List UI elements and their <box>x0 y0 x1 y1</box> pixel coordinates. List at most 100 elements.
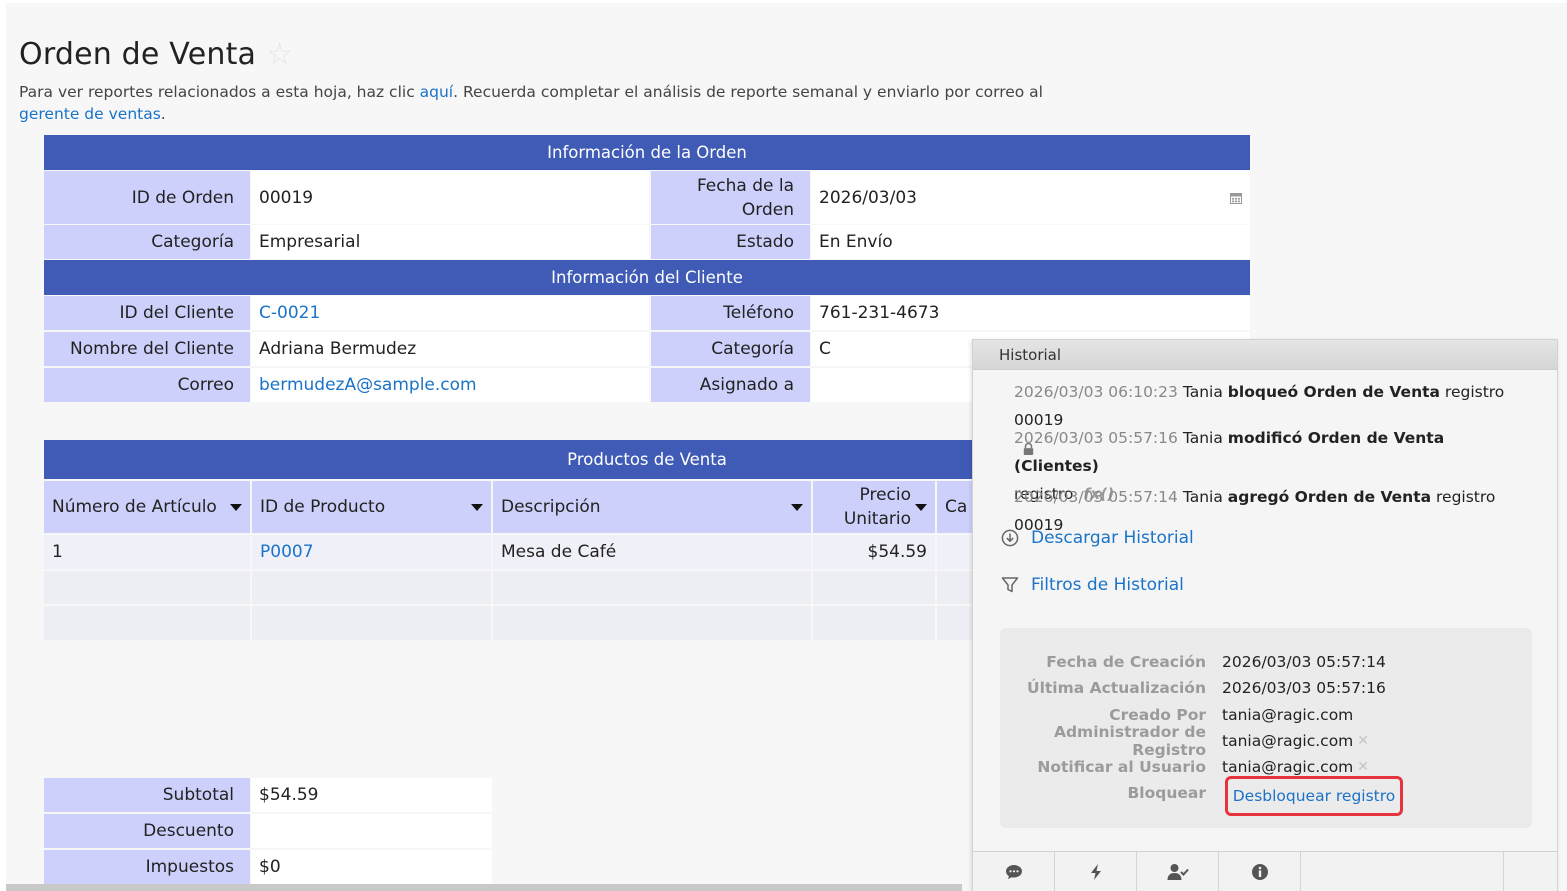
history-entry: 2026/03/03 05:57:16 Tania modificó Orden… <box>1014 424 1534 508</box>
info-button[interactable] <box>1219 852 1301 891</box>
sort-arrow-icon[interactable] <box>915 504 927 511</box>
column-item-number[interactable]: Número de Artículo <box>44 481 250 533</box>
email-link[interactable]: bermudezA@sample.com <box>251 368 649 402</box>
client-name-value[interactable]: Adriana Bermudez <box>251 332 649 366</box>
notify-user-value: tania@ragic.com <box>1222 758 1354 776</box>
history-filters-button[interactable]: Filtros de Historial <box>1001 575 1184 595</box>
column-description-label: Descripción <box>501 497 601 517</box>
order-id-label: ID de Orden <box>44 171 250 224</box>
empty-cell[interactable] <box>44 606 250 640</box>
meta-updated-row: Última Actualización 2026/03/03 05:57:16 <box>1000 675 1532 701</box>
history-detail: registro 00019 <box>1014 488 1496 534</box>
meta-admin-row: Administrador de Registro tania@ragic.co… <box>1000 723 1532 759</box>
created-by-value: tania@ragic.com <box>1222 706 1354 724</box>
created-by-label: Creado Por <box>1109 706 1206 724</box>
lock-icon <box>1023 442 1034 455</box>
row1-quantity[interactable] <box>937 535 977 569</box>
empty-cell[interactable] <box>937 606 977 640</box>
remove-icon[interactable]: ✕ <box>1357 759 1370 775</box>
column-product-id-label: ID de Producto <box>260 497 386 517</box>
empty-cell[interactable] <box>493 606 811 640</box>
star-icon[interactable]: ☆ <box>266 36 294 72</box>
row1-item-number[interactable]: 1 <box>44 535 250 569</box>
empty-cell[interactable] <box>252 571 491 604</box>
comment-icon <box>1005 865 1022 879</box>
record-admin-field: tania@ragic.com ✕ <box>1222 732 1369 750</box>
client-name-label: Nombre del Cliente <box>44 332 250 366</box>
discount-value[interactable] <box>251 814 492 848</box>
comments-button[interactable] <box>973 852 1055 891</box>
empty-cell[interactable] <box>493 571 811 604</box>
status-value[interactable]: En Envío <box>811 225 1250 259</box>
sort-arrow-icon[interactable] <box>791 504 803 511</box>
download-history-button[interactable]: Descargar Historial <box>1001 528 1194 548</box>
page-title: Orden de Venta <box>19 37 257 72</box>
phone-value[interactable]: 761-231-4673 <box>811 296 1250 330</box>
history-entry: 2026/03/03 06:10:23 Tania bloqueó Orden … <box>1014 378 1534 462</box>
approval-button[interactable] <box>1137 852 1219 891</box>
formula-icon[interactable]: fx() <box>1083 485 1115 503</box>
empty-cell[interactable] <box>44 571 250 604</box>
order-date-field[interactable]: 2026/03/03 <box>811 171 1250 224</box>
record-admin-label: Administrador de Registro <box>1053 723 1206 759</box>
subtotal-value[interactable]: $54.59 <box>251 778 492 812</box>
history-entry: 2026/03/03 05:57:14 Tania agregó Orden d… <box>1014 483 1534 539</box>
sort-arrow-icon[interactable] <box>471 504 483 511</box>
actions-button[interactable] <box>1055 852 1137 891</box>
toolbar-spacer <box>1503 852 1557 891</box>
column-product-id[interactable]: ID de Producto <box>252 481 491 533</box>
unlock-record-link[interactable]: Desbloquear registro <box>1225 776 1403 816</box>
history-timestamp: 2026/03/03 05:57:16 <box>1014 429 1178 447</box>
notify-user-field: tania@ragic.com ✕ <box>1222 758 1369 776</box>
row1-unit-price[interactable]: $54.59 <box>813 535 935 569</box>
empty-cell[interactable] <box>813 571 935 604</box>
category-value[interactable]: Empresarial <box>251 225 649 259</box>
meta-notify-row: Notificar al Usuario tania@ragic.com ✕ <box>1000 754 1532 780</box>
category-label: Categoría <box>44 225 250 259</box>
history-timestamp: 2026/03/03 05:57:14 <box>1014 488 1178 506</box>
column-item-number-label: Número de Artículo <box>52 497 217 517</box>
remove-icon[interactable]: ✕ <box>1357 733 1370 749</box>
created-date-value: 2026/03/03 05:57:14 <box>1222 653 1386 671</box>
column-quantity[interactable]: Ca <box>937 481 977 533</box>
client-id-link[interactable]: C-0021 <box>251 296 649 330</box>
row1-description[interactable]: Mesa de Café <box>493 535 811 569</box>
empty-cell[interactable] <box>252 606 491 640</box>
history-detail: registro <box>1014 485 1074 503</box>
reports-link[interactable]: aquí <box>419 83 454 101</box>
lightning-icon <box>1090 864 1101 880</box>
notify-user-label: Notificar al Usuario <box>1037 758 1206 776</box>
download-icon <box>1001 529 1019 547</box>
info-icon <box>1251 864 1268 880</box>
meta-created-row: Fecha de Creación 2026/03/03 05:57:14 <box>1000 649 1532 675</box>
history-panel: Historial 2026/03/03 06:10:23 Tania bloq… <box>972 339 1558 891</box>
page-description: Para ver reportes relacionados a esta ho… <box>19 81 1059 125</box>
tax-value[interactable]: $0 <box>251 850 492 884</box>
order-id-value[interactable]: 00019 <box>251 171 649 224</box>
tax-label: Impuestos <box>44 850 250 884</box>
filter-icon <box>1001 577 1019 593</box>
column-description[interactable]: Descripción <box>493 481 811 533</box>
history-detail: registro 00019 <box>1014 383 1505 429</box>
empty-cell[interactable] <box>813 606 935 640</box>
client-id-label: ID del Cliente <box>44 296 250 330</box>
assigned-label: Asignado a <box>651 368 810 402</box>
column-unit-price-label: Precio Unitario <box>843 485 911 529</box>
history-filters-label: Filtros de Historial <box>1031 575 1184 595</box>
empty-cell[interactable] <box>937 571 977 604</box>
email-label: Correo <box>44 368 250 402</box>
sales-manager-link[interactable]: gerente de ventas <box>19 105 161 123</box>
meta-created-by-row: Creado Por tania@ragic.com <box>1000 702 1532 728</box>
order-info-header: Información de la Orden <box>44 135 1250 170</box>
row1-product-id-link[interactable]: P0007 <box>252 535 491 569</box>
order-date-label: Fecha de la Orden <box>651 171 810 224</box>
record-admin-value: tania@ragic.com <box>1222 732 1354 750</box>
history-action: modificó Orden de Venta (Clientes) <box>1014 429 1445 475</box>
description-text-3: . <box>160 105 166 123</box>
user-check-icon <box>1167 864 1189 880</box>
calendar-icon[interactable] <box>1230 192 1242 204</box>
horizontal-scrollbar[interactable] <box>6 884 962 891</box>
column-unit-price[interactable]: Precio Unitario <box>813 481 935 533</box>
history-action: bloqueó Orden de Venta <box>1227 383 1440 401</box>
sort-arrow-icon[interactable] <box>230 504 242 511</box>
